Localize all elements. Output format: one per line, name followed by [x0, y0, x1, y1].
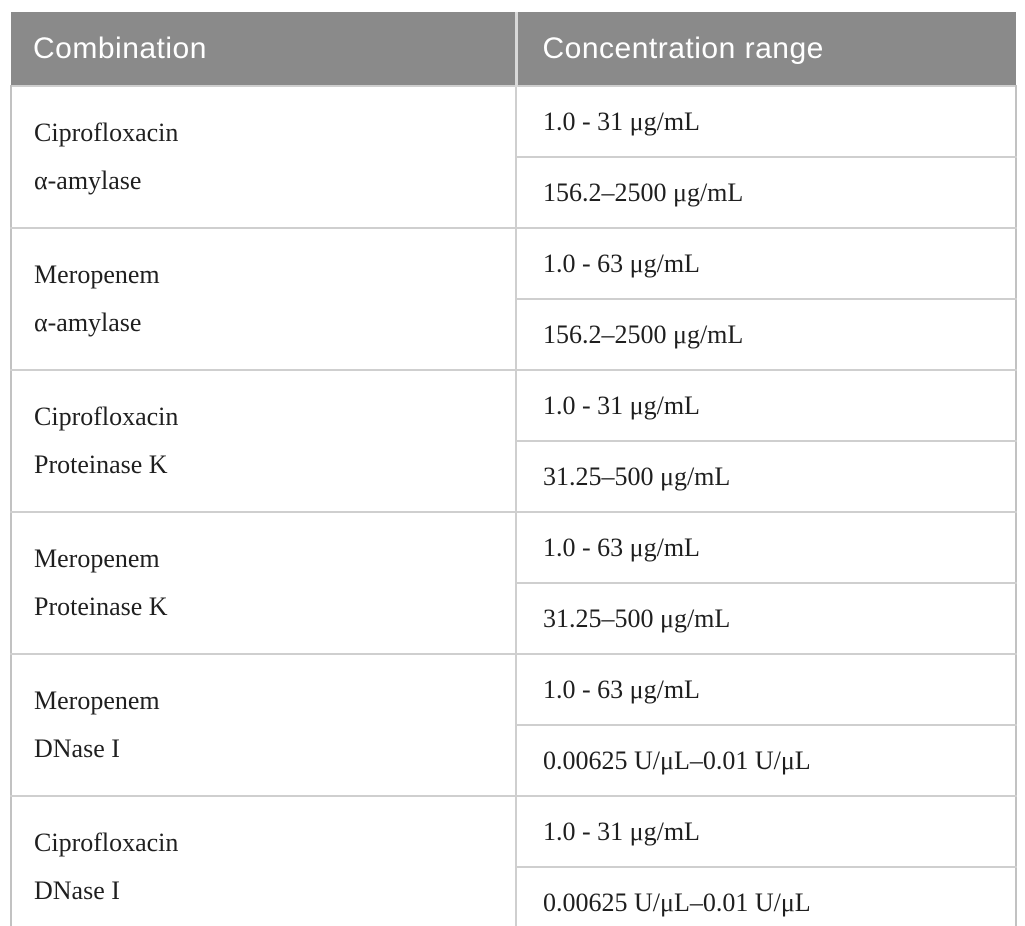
range-cell: 31.25–500 μg/mL: [515, 440, 1017, 513]
combination-cell: Meropenem Proteinase K: [10, 511, 517, 655]
combination-cell: Ciprofloxacin Proteinase K: [10, 369, 517, 513]
header-combination: Combination: [11, 12, 516, 86]
table-row: 156.2–2500 μg/mL: [11, 298, 1017, 371]
table-row: 31.25–500 μg/mL: [11, 440, 1017, 513]
drug-name: Ciprofloxacin: [34, 402, 179, 431]
combination-cell: Meropenem DNase I: [10, 653, 517, 797]
range-cell: 1.0 - 31 μg/mL: [515, 369, 1017, 442]
table-row: Meropenem Proteinase K 1.0 - 63 μg/mL: [10, 511, 1017, 655]
table-header: Combination Concentration range: [11, 12, 1016, 86]
range-cell: 31.25–500 μg/mL: [515, 582, 1017, 655]
table-row: Meropenem DNase I 1.0 - 63 μg/mL: [10, 653, 1017, 797]
range-cell: 1.0 - 31 μg/mL: [515, 795, 1017, 868]
range-cell: 1.0 - 63 μg/mL: [515, 511, 1017, 584]
range-cell: 156.2–2500 μg/mL: [515, 298, 1017, 371]
enzyme-name: DNase I: [34, 876, 120, 906]
table-row: Ciprofloxacin α-amylase 1.0 - 31 μg/mL: [10, 85, 1017, 229]
range-cell: 0.00625 U/μL–0.01 U/μL: [515, 866, 1017, 926]
drug-name: Ciprofloxacin: [34, 118, 179, 147]
table-row: Ciprofloxacin Proteinase K 1.0 - 31 μg/m…: [10, 369, 1017, 513]
table-row: Meropenem α-amylase 1.0 - 63 μg/mL: [10, 227, 1017, 371]
drug-name: Ciprofloxacin: [34, 828, 179, 858]
drug-name: Meropenem: [34, 686, 160, 715]
combination-cell: Ciprofloxacin DNase I: [10, 795, 517, 926]
range-cell: 1.0 - 63 μg/mL: [515, 227, 1017, 300]
range-cell: 0.00625 U/μL–0.01 U/μL: [515, 724, 1017, 797]
enzyme-name: α-amylase: [34, 166, 142, 195]
combination-cell: Meropenem α-amylase: [10, 227, 517, 371]
drug-name: Meropenem: [34, 260, 160, 289]
combination-cell: Ciprofloxacin α-amylase: [10, 85, 517, 229]
enzyme-name: DNase I: [34, 734, 120, 763]
range-cell: 1.0 - 63 μg/mL: [515, 653, 1017, 726]
concentration-table: Combination Concentration range Ciproflo…: [10, 12, 1017, 926]
drug-name: Meropenem: [34, 544, 160, 573]
table-row: 156.2–2500 μg/mL: [11, 156, 1017, 229]
range-cell: 1.0 - 31 μg/mL: [515, 85, 1017, 158]
table-row: 0.00625 U/μL–0.01 U/μL: [11, 866, 1017, 926]
enzyme-name: Proteinase K: [34, 450, 168, 479]
header-concentration-range: Concentration range: [514, 12, 1016, 86]
table-row: Ciprofloxacin DNase I 1.0 - 31 μg/mL: [10, 795, 1017, 926]
table-row: 31.25–500 μg/mL: [11, 582, 1017, 655]
table-row: 0.00625 U/μL–0.01 U/μL: [11, 724, 1017, 797]
range-cell: 156.2–2500 μg/mL: [515, 156, 1017, 229]
enzyme-name: α-amylase: [34, 308, 142, 337]
enzyme-name: Proteinase K: [34, 592, 168, 621]
